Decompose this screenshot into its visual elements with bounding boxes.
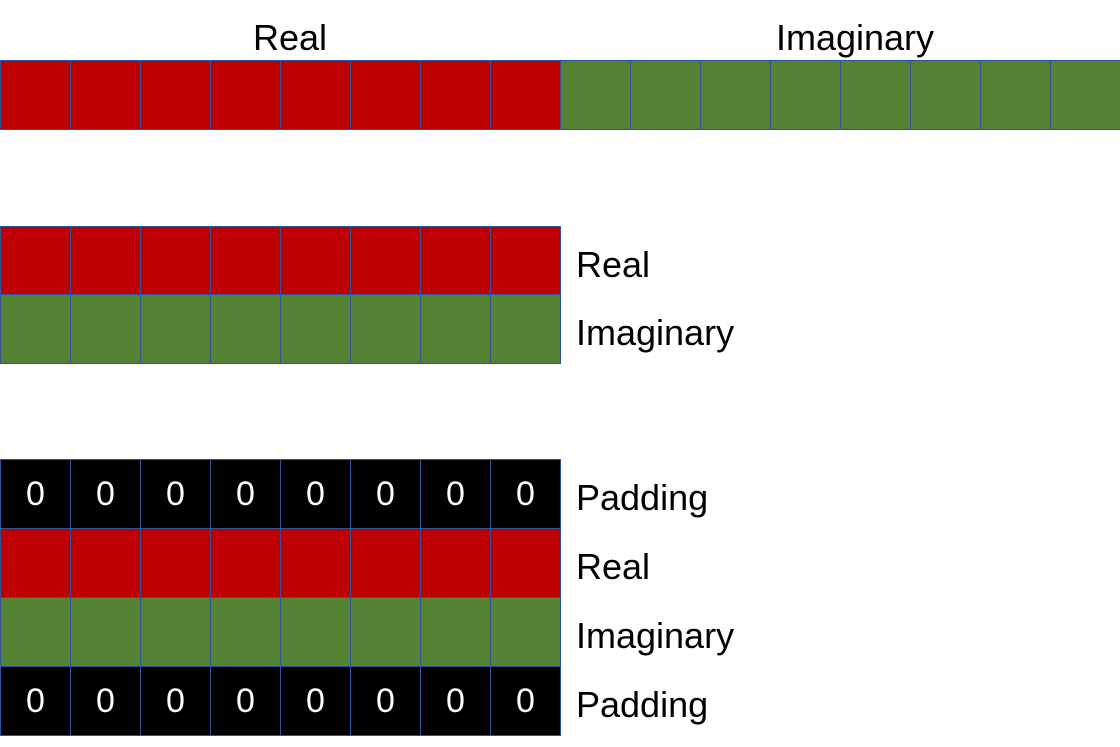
imaginary-cell — [0, 597, 71, 667]
imaginary-cell — [630, 60, 701, 130]
imaginary-cell — [980, 60, 1051, 130]
real-cell — [490, 226, 561, 296]
imaginary-half-label: Imaginary — [775, 17, 935, 58]
real-cell — [70, 528, 141, 598]
padding-cell: 0 — [280, 459, 351, 529]
imaginary-cell — [280, 294, 351, 364]
padding-cell: 0 — [490, 666, 561, 736]
row-label-padding-bottom: Padding — [576, 684, 709, 725]
real-cell — [210, 60, 281, 130]
imaginary-cell — [350, 597, 421, 667]
padding-cell: 0 — [70, 666, 141, 736]
imaginary-cell — [140, 294, 211, 364]
real-cell — [490, 60, 561, 130]
real-cell — [70, 226, 141, 296]
real-half-label: Real — [252, 17, 328, 58]
imaginary-cell — [140, 597, 211, 667]
row-label-imaginary: Imaginary — [576, 312, 735, 353]
imaginary-cell — [210, 294, 281, 364]
padding-cell: 0 — [140, 666, 211, 736]
padding-cell: 0 — [0, 666, 71, 736]
real-cell — [140, 60, 211, 130]
imaginary-cell — [490, 597, 561, 667]
padding-cell: 0 — [490, 459, 561, 529]
imaginary-cell — [280, 597, 351, 667]
padding-cell: 0 — [420, 459, 491, 529]
imaginary-cell — [70, 294, 141, 364]
real-cell — [490, 528, 561, 598]
padding-cell: 0 — [350, 459, 421, 529]
imaginary-cell — [490, 294, 561, 364]
imaginary-cell — [0, 294, 71, 364]
real-cell — [0, 60, 71, 130]
real-cell — [70, 60, 141, 130]
padding-cell: 0 — [350, 666, 421, 736]
imaginary-cell — [350, 294, 421, 364]
imaginary-cell — [700, 60, 771, 130]
imaginary-cell — [420, 294, 491, 364]
real-cell — [280, 528, 351, 598]
real-cell — [280, 226, 351, 296]
padding-cell: 0 — [280, 666, 351, 736]
padding-cell: 0 — [210, 459, 281, 529]
row-label-real: Real — [576, 546, 651, 587]
real-cell — [420, 528, 491, 598]
imaginary-cell — [420, 597, 491, 667]
real-cell — [0, 528, 71, 598]
real-cell — [420, 60, 491, 130]
real-cell — [350, 528, 421, 598]
row-label-padding-top: Padding — [576, 477, 709, 518]
imaginary-cell — [1050, 60, 1120, 130]
imaginary-cell — [840, 60, 911, 130]
padding-cell: 0 — [210, 666, 281, 736]
padding-cell: 0 — [70, 459, 141, 529]
imaginary-cell — [770, 60, 841, 130]
real-cell — [280, 60, 351, 130]
real-cell — [140, 226, 211, 296]
real-cell — [210, 528, 281, 598]
padding-cell: 0 — [0, 459, 71, 529]
imaginary-cell — [910, 60, 981, 130]
real-cell — [350, 60, 421, 130]
imaginary-cell — [70, 597, 141, 667]
padding-cell: 0 — [140, 459, 211, 529]
imaginary-cell — [210, 597, 281, 667]
real-cell — [0, 226, 71, 296]
padding-cell: 0 — [420, 666, 491, 736]
real-cell — [350, 226, 421, 296]
row-label-real: Real — [576, 244, 651, 285]
real-cell — [420, 226, 491, 296]
imaginary-cell — [560, 60, 631, 130]
real-cell — [140, 528, 211, 598]
real-cell — [210, 226, 281, 296]
row-label-imaginary: Imaginary — [576, 615, 735, 656]
